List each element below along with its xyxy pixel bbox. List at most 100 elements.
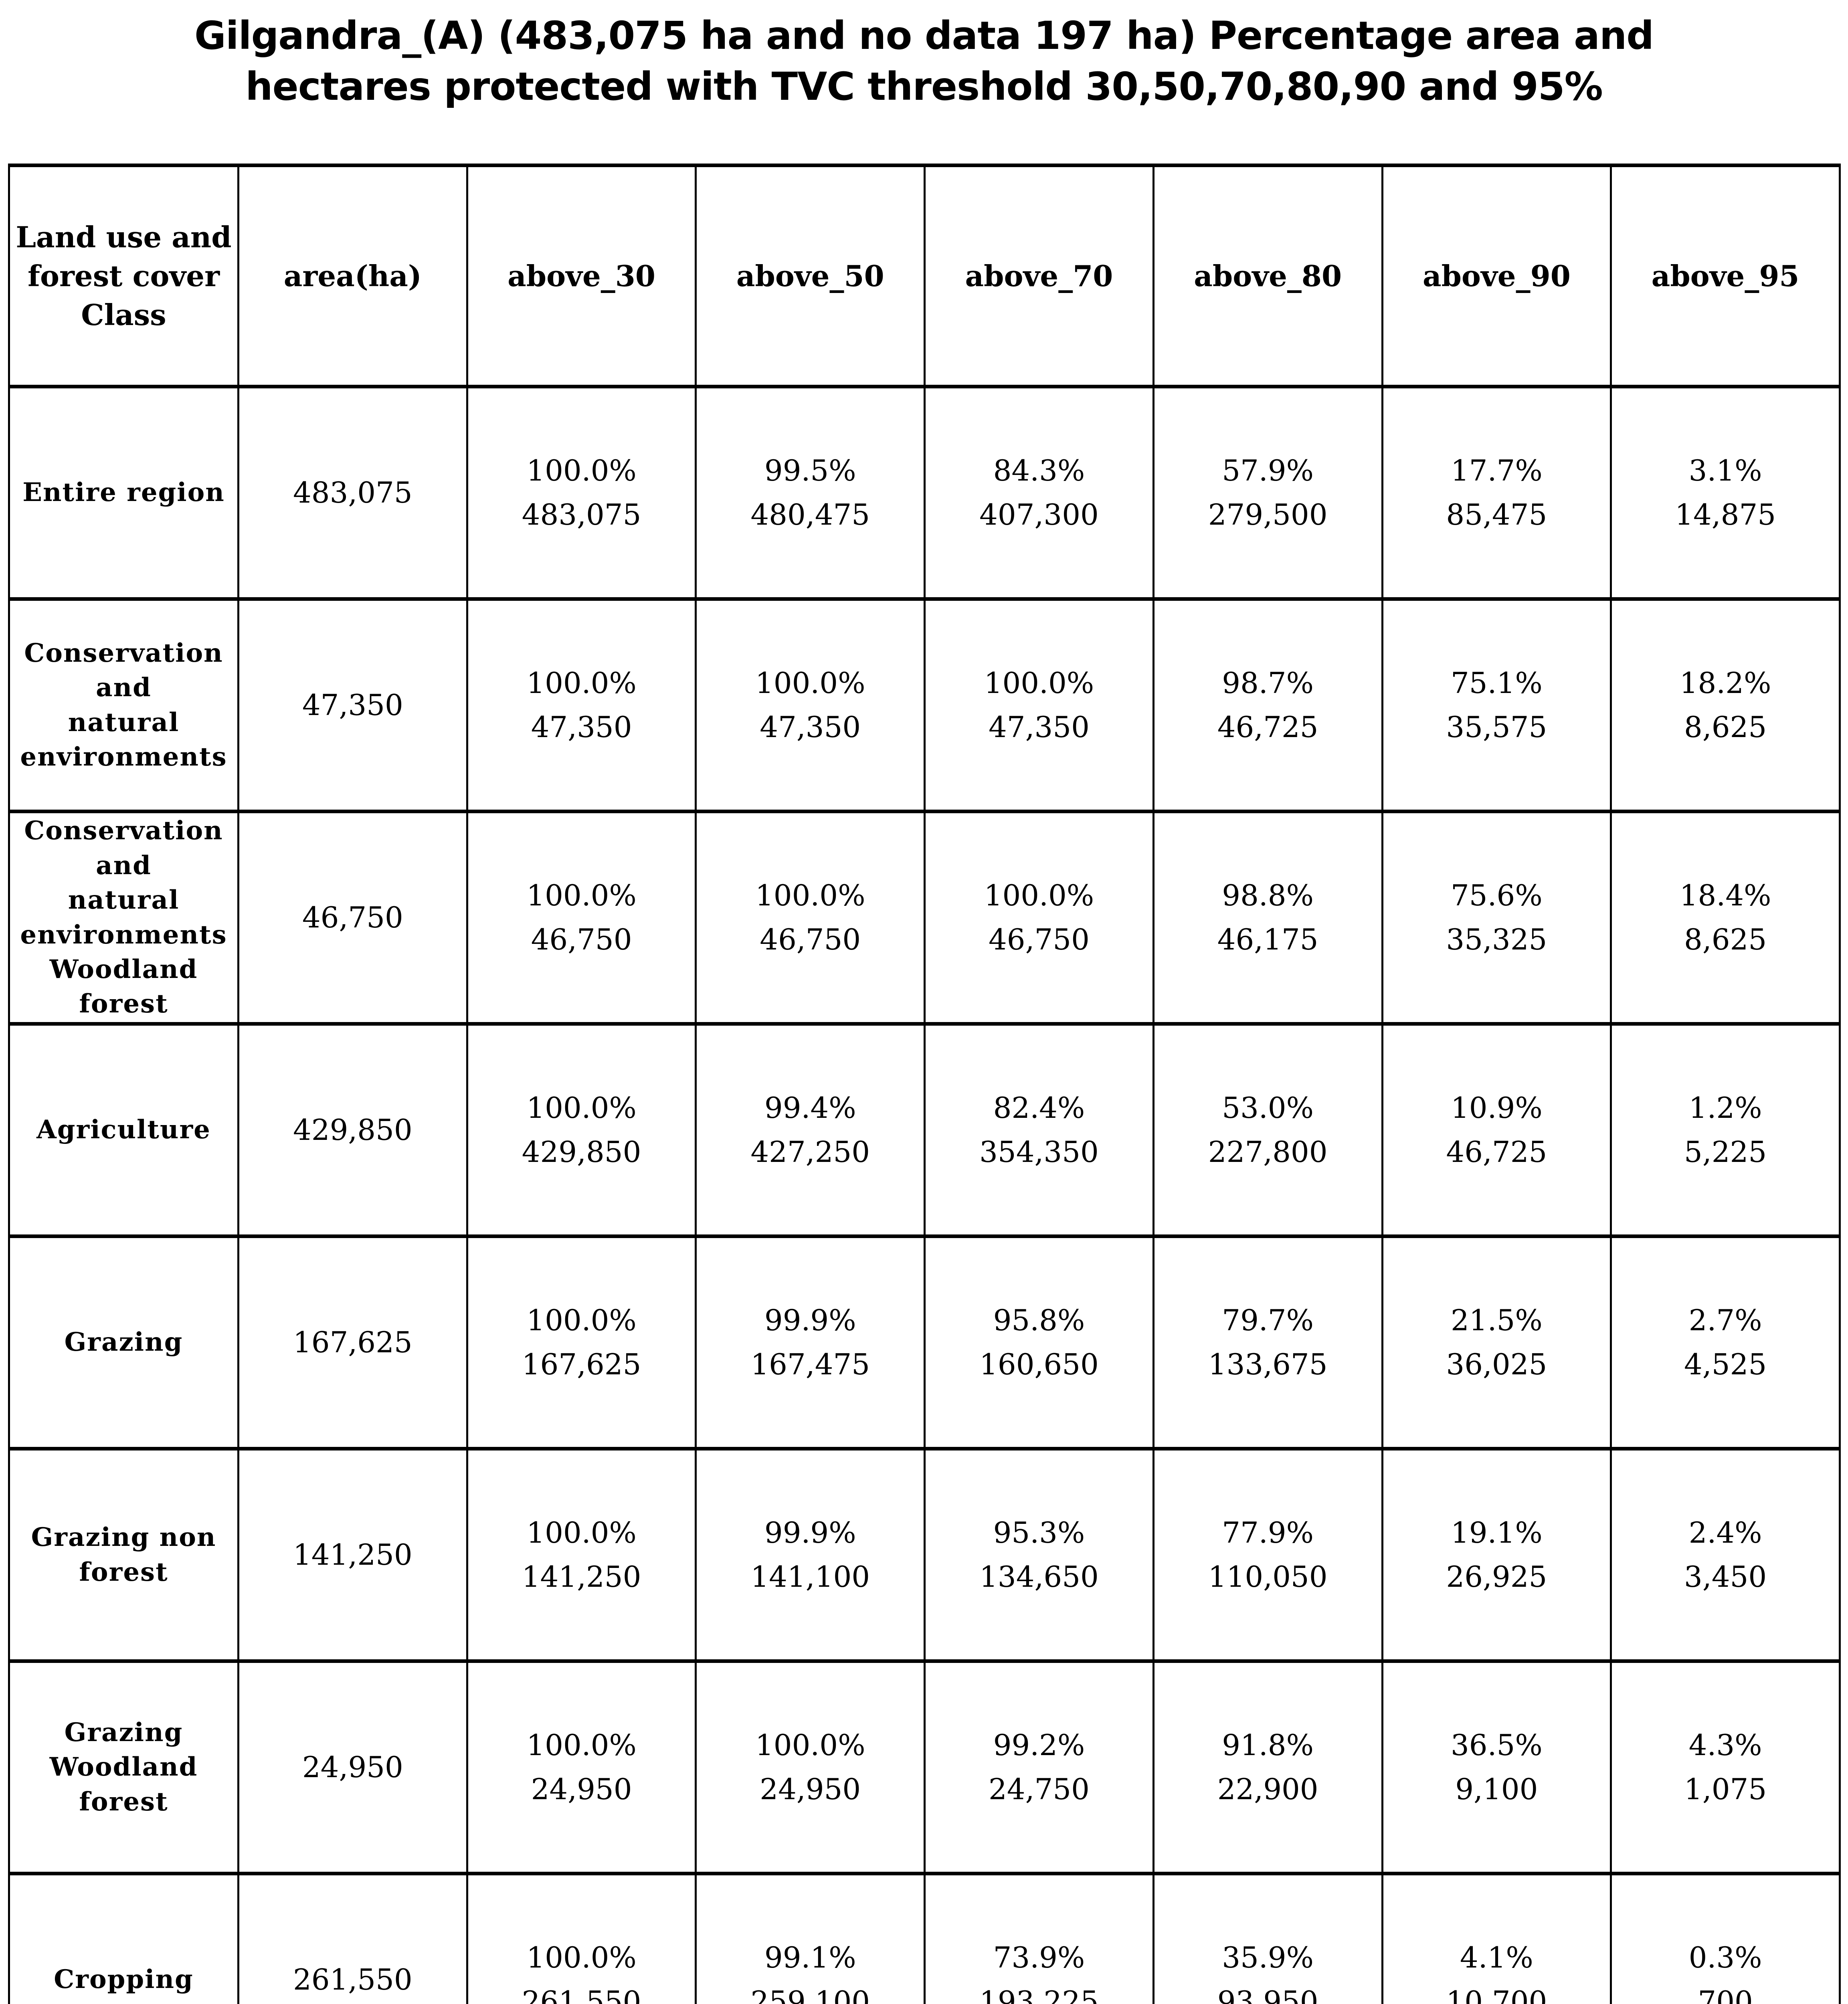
- data-cell: 17.7% 85,475: [1381, 385, 1612, 601]
- cell-line: 46,750: [988, 922, 1090, 956]
- data-cell: 98.8% 46,175: [1152, 810, 1383, 1026]
- cell-line: 2.7%: [1688, 1303, 1762, 1337]
- data-cell: 35.9% 93,950: [1152, 1872, 1383, 2004]
- header-above-50: above_50: [695, 164, 926, 388]
- cell-line: 53.0%: [1222, 1091, 1314, 1125]
- cell-line: 2.4%: [1688, 1516, 1762, 1550]
- cell-line: 91.8%: [1222, 1728, 1314, 1762]
- data-cell: 99.5% 480,475: [695, 385, 926, 601]
- cell-line: 24,750: [988, 1772, 1090, 1806]
- cell-line: 24,950: [760, 1772, 861, 1806]
- data-cell: 141,250: [237, 1447, 468, 1663]
- cell-line: 19.1%: [1451, 1516, 1543, 1550]
- cell-line: 10.9%: [1451, 1091, 1543, 1125]
- cell-line: 100.0%: [984, 666, 1094, 700]
- cell-line: 17.7%: [1451, 454, 1543, 488]
- cell-line: 47,350: [302, 688, 403, 722]
- header-above-80: above_80: [1152, 164, 1383, 388]
- data-cell: 95.3% 134,650: [924, 1447, 1154, 1663]
- cell-line: Grazing Woodland: [49, 1717, 198, 1782]
- cell-line: 77.9%: [1222, 1516, 1314, 1550]
- data-cell: 46,750: [237, 810, 468, 1026]
- data-cell: 2.4% 3,450: [1610, 1447, 1841, 1663]
- cell-line: 160,650: [979, 1347, 1099, 1381]
- data-cell: 100.0% 24,950: [466, 1659, 697, 1875]
- header-above-70: above_70: [924, 164, 1154, 388]
- data-cell: 57.9% 279,500: [1152, 385, 1383, 601]
- row-class-label: Cropping: [8, 1872, 239, 2004]
- cell-line: 47,350: [531, 710, 632, 744]
- cell-line: 35,575: [1446, 710, 1547, 744]
- data-cell: 77.9% 110,050: [1152, 1447, 1383, 1663]
- cell-line: 133,675: [1208, 1347, 1328, 1381]
- data-cell: 3.1% 14,875: [1610, 385, 1841, 601]
- cell-line: 95.3%: [993, 1516, 1085, 1550]
- data-cell: 100.0% 167,625: [466, 1234, 697, 1450]
- data-cell: 100.0% 46,750: [924, 810, 1154, 1026]
- cell-line: 46,750: [302, 900, 403, 934]
- cell-line: 47,350: [988, 710, 1090, 744]
- cell-line: 22,900: [1217, 1772, 1318, 1806]
- row-class-label: Grazing non forest: [8, 1447, 239, 1663]
- data-cell: 19.1% 26,925: [1381, 1447, 1612, 1663]
- cell-line: 227,800: [1208, 1135, 1328, 1169]
- cell-line: 99.9%: [764, 1516, 856, 1550]
- cell-line: Conservation and: [24, 638, 223, 703]
- data-cell: 0.3% 700: [1610, 1872, 1841, 2004]
- table-row: Grazing 167,625 100.0% 167,625 99.9% 167,475 9…: [8, 1234, 1841, 1450]
- cell-line: 483,075: [293, 475, 412, 509]
- cell-line: Entire region: [22, 477, 225, 508]
- cell-line: 100.0%: [526, 1516, 637, 1550]
- cell-line: 46,175: [1217, 922, 1318, 956]
- cell-line: 99.9%: [764, 1303, 856, 1337]
- cell-line: 93,950: [1217, 1984, 1318, 2004]
- cell-line: 429,850: [522, 1135, 641, 1169]
- cell-line: 261,550: [293, 1962, 412, 1996]
- data-cell: 2.7% 4,525: [1610, 1234, 1841, 1450]
- data-cell: 4.3% 1,075: [1610, 1659, 1841, 1875]
- table-row: Grazing non forest 141,250 100.0% 141,250 99.…: [8, 1447, 1841, 1663]
- cell-line: 47,350: [760, 710, 861, 744]
- cell-line: Grazing: [64, 1327, 183, 1358]
- cell-line: 14,875: [1675, 497, 1776, 531]
- table-row: Grazing Woodland forest 24,950 100.0% 24,950…: [8, 1659, 1841, 1875]
- data-cell: 100.0% 46,750: [695, 810, 926, 1026]
- data-cell: 99.9% 167,475: [695, 1234, 926, 1450]
- cell-line: 407,300: [979, 497, 1099, 531]
- header-class: Land use and forest cover Class: [8, 164, 239, 388]
- cell-line: 141,100: [750, 1560, 870, 1594]
- cell-line: environments: [20, 741, 227, 772]
- cell-line: 75.1%: [1451, 666, 1543, 700]
- cell-line: 100.0%: [755, 666, 865, 700]
- cell-line: 100.0%: [984, 879, 1094, 913]
- cell-line: 429,850: [293, 1113, 412, 1147]
- cell-line: 100.0%: [526, 454, 637, 488]
- header-row: Land use and forest cover Class area(ha)…: [8, 164, 1841, 388]
- cell-line: 98.7%: [1222, 666, 1314, 700]
- cell-line: 8,625: [1684, 710, 1767, 744]
- data-cell: 75.1% 35,575: [1381, 597, 1612, 813]
- data-cell: 167,625: [237, 1234, 468, 1450]
- cell-line: 98.8%: [1222, 879, 1314, 913]
- data-cell: 84.3% 407,300: [924, 385, 1154, 601]
- cell-line: Grazing non: [31, 1522, 216, 1553]
- row-class-label: Grazing: [8, 1234, 239, 1450]
- data-cell: 100.0% 429,850: [466, 1022, 697, 1238]
- header-area: area(ha): [237, 164, 468, 388]
- cell-line: 100.0%: [526, 879, 637, 913]
- row-class-label: Conservation and natural environments: [8, 597, 239, 813]
- cell-line: Conservation and: [24, 816, 223, 881]
- cell-line: Woodland forest: [49, 954, 198, 1019]
- data-cell: 98.7% 46,725: [1152, 597, 1383, 813]
- cell-line: natural: [68, 885, 180, 915]
- cell-line: 480,475: [750, 497, 870, 531]
- cell-line: 100.0%: [526, 1303, 637, 1337]
- data-cell: 75.6% 35,325: [1381, 810, 1612, 1026]
- cell-line: 46,725: [1446, 1135, 1547, 1169]
- cell-line: 36,025: [1446, 1347, 1547, 1381]
- data-cell: 73.9% 193,225: [924, 1872, 1154, 2004]
- data-cell: 100.0% 47,350: [695, 597, 926, 813]
- cell-line: 427,250: [750, 1135, 870, 1169]
- data-cell: 100.0% 47,350: [924, 597, 1154, 813]
- table-header: Land use and forest cover Class area(ha)…: [8, 164, 1841, 388]
